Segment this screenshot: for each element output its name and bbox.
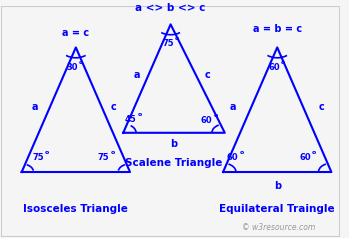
Text: Scalene Triangle: Scalene Triangle <box>125 158 223 168</box>
Text: o: o <box>45 150 49 155</box>
Text: 75: 75 <box>32 153 44 162</box>
Text: b: b <box>170 139 178 149</box>
Text: a <> b <> c: a <> b <> c <box>135 3 206 13</box>
Text: Isosceles Triangle: Isosceles Triangle <box>23 204 128 214</box>
Text: c: c <box>110 102 116 112</box>
Text: a: a <box>32 102 38 112</box>
Text: o: o <box>312 150 316 155</box>
Text: o: o <box>79 60 83 65</box>
Text: 75: 75 <box>162 39 174 48</box>
Text: c: c <box>318 102 324 112</box>
Text: a: a <box>134 70 140 80</box>
Text: 30: 30 <box>66 63 77 72</box>
Text: o: o <box>213 113 217 118</box>
Text: o: o <box>281 60 285 65</box>
Text: 60: 60 <box>201 116 212 125</box>
Text: 45: 45 <box>125 115 136 124</box>
Text: a = c: a = c <box>62 28 89 38</box>
Text: a = b = c: a = b = c <box>253 24 302 34</box>
Text: o: o <box>110 150 114 155</box>
Text: Equilateral Traingle: Equilateral Traingle <box>220 204 335 214</box>
Text: 60: 60 <box>299 153 311 162</box>
Text: 75: 75 <box>98 153 110 162</box>
Text: o: o <box>174 36 179 41</box>
Text: 60: 60 <box>268 63 280 72</box>
Text: © w3resource.com: © w3resource.com <box>242 223 315 232</box>
Text: c: c <box>205 70 211 80</box>
Text: a: a <box>230 102 237 112</box>
Text: 60: 60 <box>227 153 238 162</box>
Text: b: b <box>274 181 281 191</box>
Text: o: o <box>239 150 244 155</box>
Text: o: o <box>138 112 142 117</box>
